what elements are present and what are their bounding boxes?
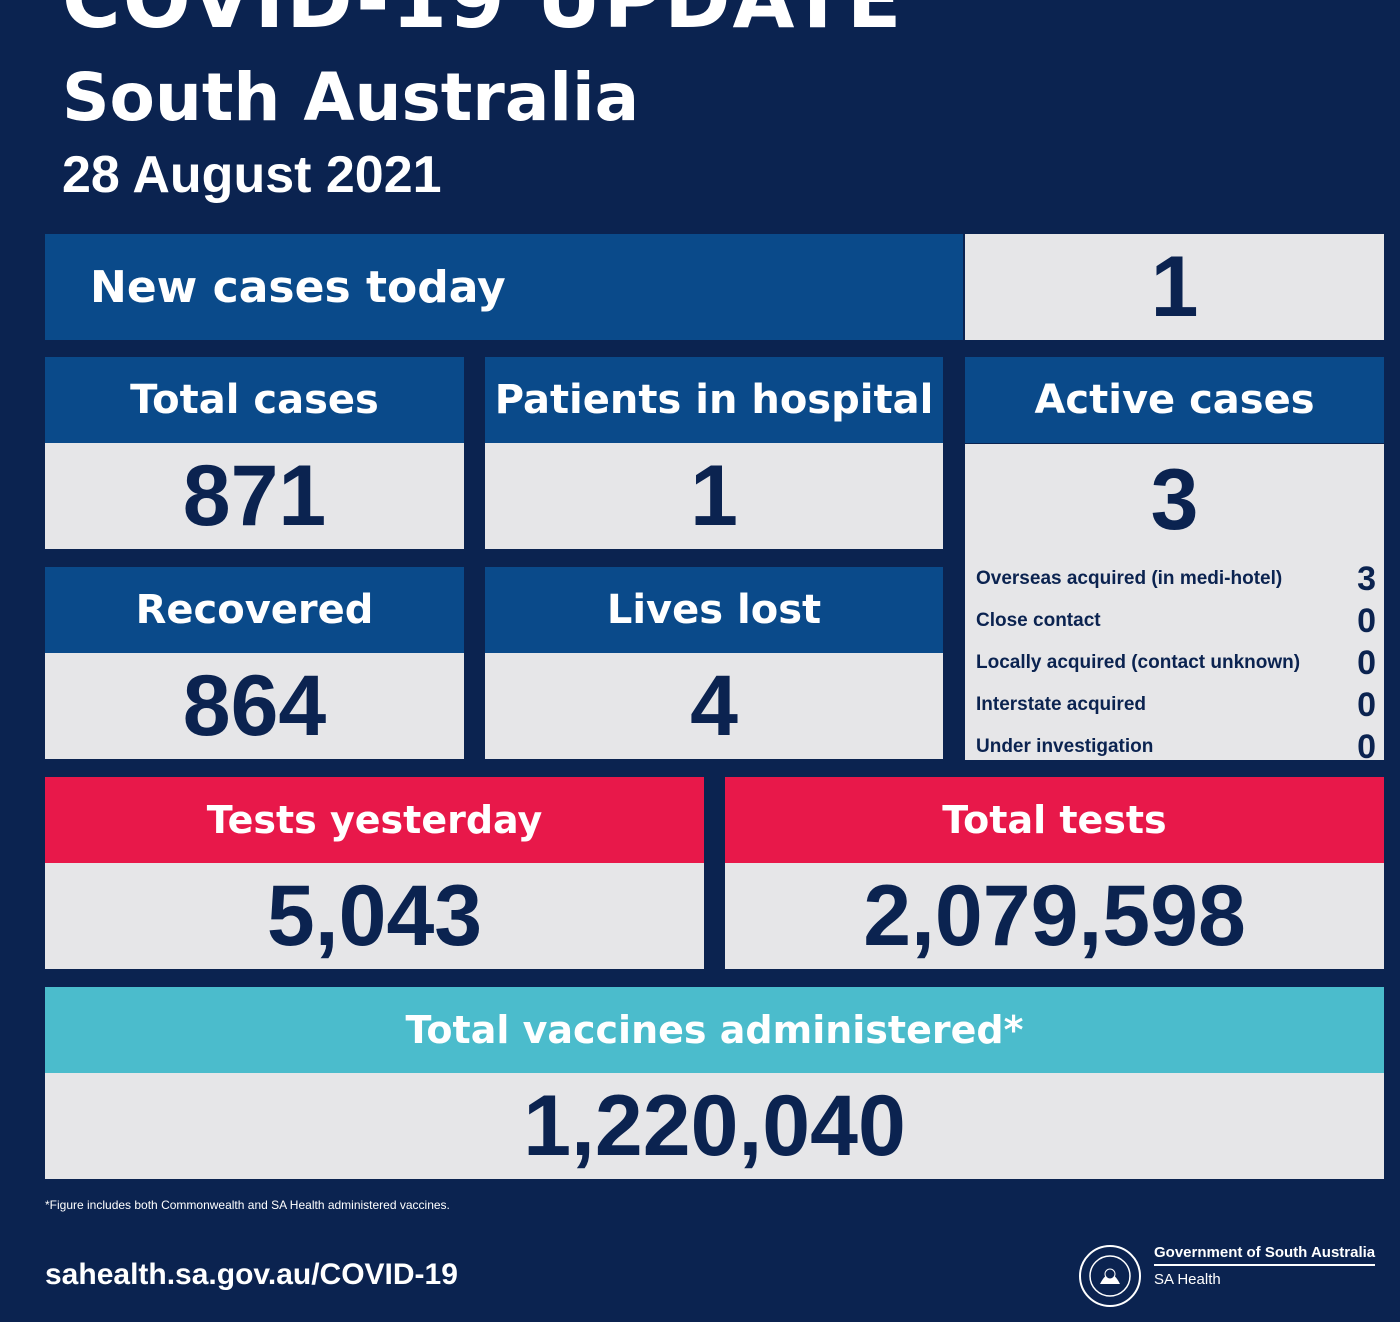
total-tests-label: Total tests bbox=[725, 777, 1384, 863]
lives-lost-card: Lives lost 4 bbox=[485, 567, 943, 759]
page-subtitle: South Australia bbox=[62, 59, 640, 136]
breakdown-value: 3 bbox=[1357, 559, 1376, 598]
vaccine-footnote: *Figure includes both Commonwealth and S… bbox=[45, 1198, 450, 1212]
new-cases-label: New cases today bbox=[45, 234, 963, 340]
breakdown-label: Close contact bbox=[976, 610, 1101, 631]
new-cases-value: 1 bbox=[965, 234, 1384, 340]
breakdown-label: Interstate acquired bbox=[976, 694, 1146, 715]
breakdown-row: Interstate acquired 0 bbox=[976, 684, 1376, 726]
breakdown-label: Under investigation bbox=[976, 736, 1154, 757]
breakdown-row: Overseas acquired (in medi-hotel) 3 bbox=[976, 558, 1376, 600]
website-link[interactable]: sahealth.sa.gov.au/COVID-19 bbox=[45, 1258, 458, 1291]
hospital-label: Patients in hospital bbox=[485, 357, 943, 443]
vaccines-label: Total vaccines administered* bbox=[45, 987, 1384, 1073]
government-name: Government of South Australia bbox=[1154, 1244, 1376, 1266]
breakdown-label: Locally acquired (contact unknown) bbox=[976, 652, 1301, 673]
lives-lost-value: 4 bbox=[485, 653, 943, 759]
breakdown-row: Under investigation 0 bbox=[976, 726, 1376, 768]
active-cases-value: 3 bbox=[965, 444, 1384, 556]
recovered-label: Recovered bbox=[45, 567, 464, 653]
update-date: 28 August 2021 bbox=[62, 146, 442, 204]
department-name: SA Health bbox=[1154, 1271, 1221, 1288]
breakdown-value: 0 bbox=[1357, 643, 1376, 682]
total-tests-value: 2,079,598 bbox=[725, 863, 1384, 969]
total-cases-card: Total cases 871 bbox=[45, 357, 464, 549]
total-cases-label: Total cases bbox=[45, 357, 464, 443]
hospital-card: Patients in hospital 1 bbox=[485, 357, 943, 549]
breakdown-value: 0 bbox=[1357, 727, 1376, 766]
page-title: COVID-19 UPDATE bbox=[62, 0, 903, 40]
hospital-value: 1 bbox=[485, 443, 943, 549]
lives-lost-label: Lives lost bbox=[485, 567, 943, 653]
breakdown-value: 0 bbox=[1357, 601, 1376, 640]
tests-yesterday-label: Tests yesterday bbox=[45, 777, 704, 863]
vaccines-card: Total vaccines administered* 1,220,040 bbox=[45, 987, 1384, 1179]
breakdown-value: 0 bbox=[1357, 685, 1376, 724]
active-cases-breakdown: Overseas acquired (in medi-hotel) 3 Clos… bbox=[976, 558, 1376, 768]
breakdown-row: Close contact 0 bbox=[976, 600, 1376, 642]
breakdown-row: Locally acquired (contact unknown) 0 bbox=[976, 642, 1376, 684]
recovered-value: 864 bbox=[45, 653, 464, 759]
tests-yesterday-card: Tests yesterday 5,043 bbox=[45, 777, 704, 969]
recovered-card: Recovered 864 bbox=[45, 567, 464, 759]
sa-government-seal-icon bbox=[1079, 1245, 1141, 1307]
active-cases-panel: 3 Overseas acquired (in medi-hotel) 3 Cl… bbox=[965, 444, 1384, 766]
breakdown-label: Overseas acquired (in medi-hotel) bbox=[976, 568, 1283, 589]
active-cases-label: Active cases bbox=[965, 357, 1384, 443]
government-branding: Government of South Australia SA Health bbox=[1154, 1244, 1376, 1288]
tests-yesterday-value: 5,043 bbox=[45, 863, 704, 969]
total-cases-value: 871 bbox=[45, 443, 464, 549]
vaccines-value: 1,220,040 bbox=[45, 1073, 1384, 1179]
total-tests-card: Total tests 2,079,598 bbox=[725, 777, 1384, 969]
